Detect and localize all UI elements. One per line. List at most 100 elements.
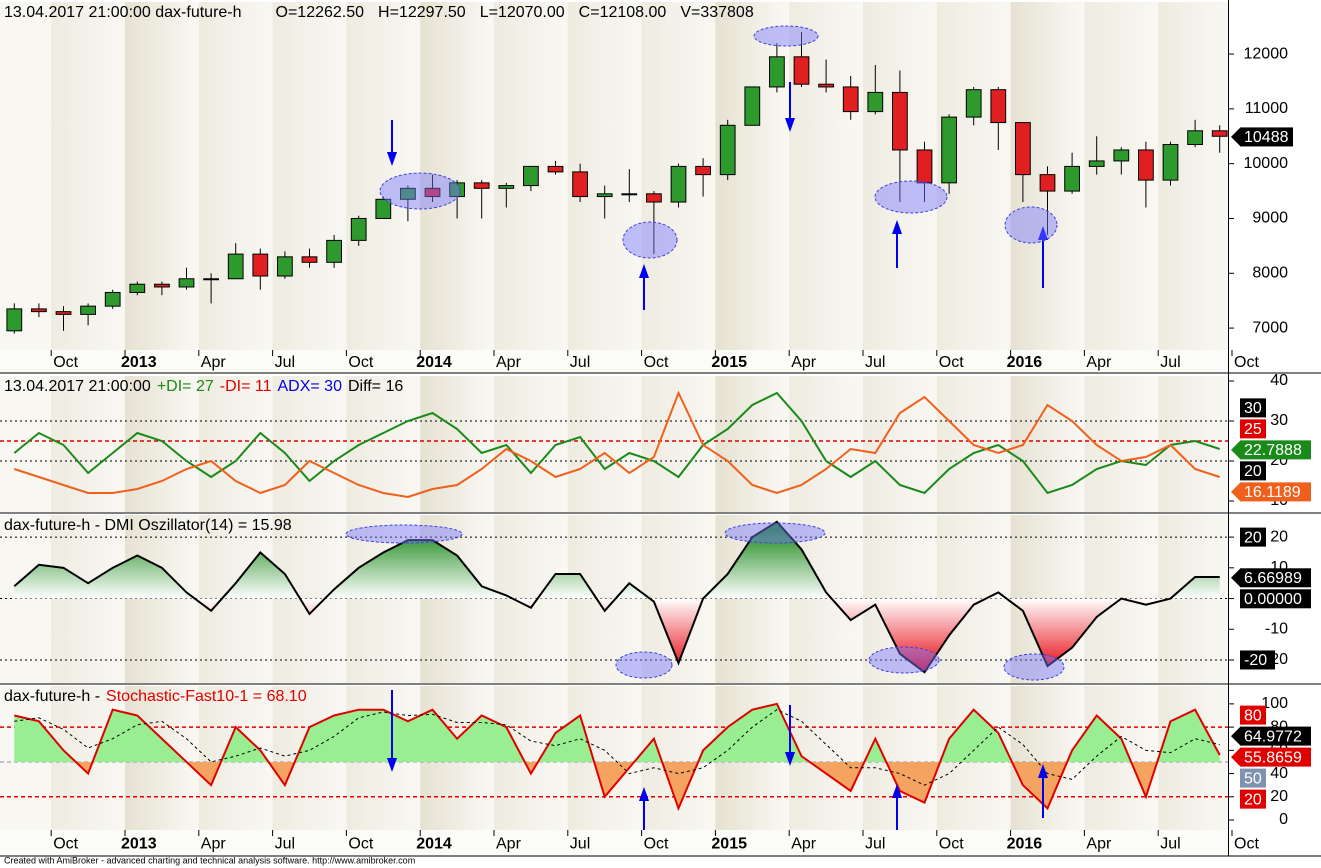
value-box-label: 25 xyxy=(1244,421,1262,438)
value-box xyxy=(1240,789,1266,809)
value-pointer xyxy=(1231,482,1240,501)
x-tick-label: Jul xyxy=(865,354,885,371)
series-line xyxy=(13,391,1221,495)
value-box xyxy=(1240,527,1266,547)
y-tick-label: 9000 xyxy=(1252,210,1288,227)
period-stripe xyxy=(125,2,195,350)
value-box-label: 64.9772 xyxy=(1244,728,1302,745)
candle-body xyxy=(670,165,687,203)
series-line xyxy=(14,709,1220,786)
candle-body xyxy=(965,89,982,118)
period-stripe xyxy=(125,376,195,512)
value-box-label: 30 xyxy=(1244,400,1262,417)
x-tick-label: Oct xyxy=(53,836,78,853)
period-stripe xyxy=(198,2,269,350)
value-box-label: 55.8659 xyxy=(1244,749,1302,766)
highlight xyxy=(753,25,819,47)
value-box-label: 10488 xyxy=(1244,129,1289,146)
value-box-label: 16.1189 xyxy=(1244,484,1301,501)
candle-body xyxy=(104,291,121,307)
candle-body xyxy=(1015,122,1031,176)
x-tick-label: Oct xyxy=(348,836,373,853)
annotation: H=12297.50 xyxy=(378,4,466,21)
value-box-label: 20 xyxy=(1244,529,1262,546)
labels: 7000 8000 9000 10000 11000 12000 13.04.2017 21… xyxy=(0,4,1311,855)
candle-body xyxy=(203,278,219,281)
annotation: V=337808 xyxy=(680,4,754,21)
x-tick-label: 2013 xyxy=(121,354,157,371)
pane-header: dax-future-h - Stochastic-Fast10-1 = 68.1… xyxy=(4,688,307,705)
x-tick-label: Oct xyxy=(939,836,964,853)
area-below xyxy=(194,598,1171,673)
y-tick-label: -10 xyxy=(1265,620,1288,637)
candle-body xyxy=(227,253,244,280)
period-stripe xyxy=(715,2,786,350)
candle-body xyxy=(1064,165,1080,192)
candle-body xyxy=(6,308,23,332)
x-tick-label: 2016 xyxy=(1007,836,1043,853)
arrow-head xyxy=(785,118,795,132)
x-tick-label: Oct xyxy=(1234,354,1259,371)
highlight xyxy=(868,646,940,674)
pane-header: 13.04.2017 21:00:00 +DI= 27 -DI= 11 ADX= 30… xyxy=(4,378,403,395)
y-tick-label: 30 xyxy=(1270,412,1288,429)
period-stripe xyxy=(789,376,860,512)
value-box-label: 6.66989 xyxy=(1244,570,1302,587)
y-tick-label: 20 xyxy=(1270,528,1288,545)
y-tick-label: 10000 xyxy=(1244,155,1289,172)
x-tick-label: Jul xyxy=(1160,354,1180,371)
value-box-label: -20 xyxy=(1244,652,1267,669)
candle-body xyxy=(31,308,47,313)
value-box xyxy=(1240,127,1293,147)
candle-body xyxy=(867,91,884,113)
x-tick-label: Jul xyxy=(275,354,295,371)
pane-header: dax-future-h - DMI Oszillator(14) = 15.9… xyxy=(4,517,292,534)
candle-body xyxy=(252,253,269,277)
candle-body xyxy=(129,283,146,293)
candle-body xyxy=(916,149,933,184)
y-tick-label: 100 xyxy=(1261,695,1288,712)
period-stripe xyxy=(272,2,343,350)
value-box xyxy=(1240,726,1311,746)
value-pointer xyxy=(1231,440,1240,459)
highlight xyxy=(874,180,948,214)
candle-body xyxy=(400,187,416,200)
value-box-label: 20 xyxy=(1244,791,1262,808)
candle-body xyxy=(1088,160,1105,167)
candle-body xyxy=(498,185,515,189)
candle-body xyxy=(744,86,761,126)
annotations xyxy=(345,25,1065,681)
arrow-head xyxy=(892,220,902,234)
value-pointer xyxy=(1231,568,1240,587)
arrows xyxy=(387,82,1048,830)
period-stripe xyxy=(789,2,860,350)
pane-header: 13.04.2017 21:00:00 dax-future-h O=12262.… xyxy=(4,4,754,21)
value-box xyxy=(1240,705,1266,725)
y-tick-label: 7000 xyxy=(1252,319,1288,336)
date-axis-bg xyxy=(0,350,1228,372)
value-pointer xyxy=(1231,748,1240,767)
value-box xyxy=(1240,768,1266,788)
x-tick-label: Oct xyxy=(53,354,78,371)
x-tick-label: Oct xyxy=(644,836,669,853)
legend-entry: Stochastic-Fast10-1 = 68.10 xyxy=(106,688,307,705)
title: 13.04.2017 21:00:00 dax-future-h xyxy=(4,4,242,21)
period-stripe xyxy=(1158,376,1228,512)
legend-entry: Diff= 16 xyxy=(348,378,403,395)
candle-body xyxy=(523,165,539,187)
highlight xyxy=(724,522,826,544)
title: dax-future-h - xyxy=(4,688,100,705)
arrow-head xyxy=(1038,226,1048,240)
candle-body xyxy=(621,193,638,196)
candle-body xyxy=(941,116,957,184)
pane xyxy=(0,515,1228,683)
x-tick-label: 2013 xyxy=(121,836,157,853)
y-tick-label: 11000 xyxy=(1245,100,1288,117)
value-box xyxy=(1240,482,1311,502)
candle-body xyxy=(424,187,441,198)
x-tick-label: 2014 xyxy=(416,836,452,853)
candle-body xyxy=(277,256,293,277)
value-box xyxy=(1240,398,1266,418)
